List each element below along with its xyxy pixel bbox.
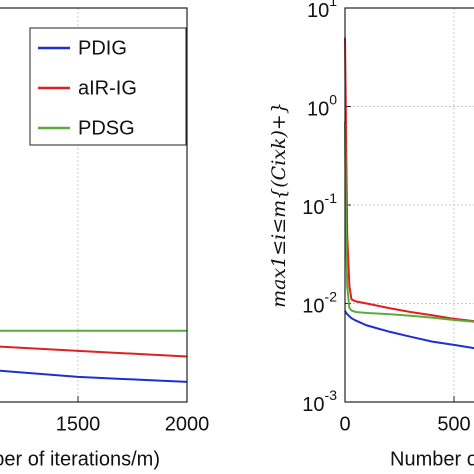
x-axis-label: Number of iterations/m) xyxy=(390,448,474,470)
legend-label: PDSG xyxy=(78,117,135,139)
y-tick-label: 10-1 xyxy=(302,190,337,220)
legend-label: aIR-IG xyxy=(78,77,137,99)
x-axis-label: Number of iterations/m) xyxy=(0,448,160,470)
y-tick-label: 10-2 xyxy=(302,288,337,318)
y-tick-base: 10 xyxy=(302,394,324,416)
y-tick-exponent: 1 xyxy=(329,0,337,9)
y-tick-exponent: 0 xyxy=(329,91,337,107)
y-tick-label: 101 xyxy=(307,0,337,22)
y-tick-exponent: -1 xyxy=(325,190,338,206)
y-tick-base: 10 xyxy=(307,0,329,22)
plot-frame xyxy=(0,7,188,403)
y-tick-label: 10-3 xyxy=(302,387,337,417)
legend-label: PDIG xyxy=(78,37,127,59)
y-tick-base: 10 xyxy=(307,99,329,121)
plot-frame xyxy=(344,7,474,403)
y-tick-base: 10 xyxy=(302,197,324,219)
series-line xyxy=(344,121,474,323)
series-line xyxy=(344,310,474,350)
y-tick-exponent: -3 xyxy=(325,387,338,403)
series-line xyxy=(0,369,188,383)
y-tick-label: 100 xyxy=(307,91,337,121)
x-tick-label: 1500 xyxy=(56,413,101,435)
y-tick-exponent: -2 xyxy=(325,288,338,304)
series-line xyxy=(344,37,474,323)
y-axis-label: max1≤i≤m{(Cixk)+} xyxy=(268,102,290,308)
series-line xyxy=(0,345,188,358)
x-tick-label: 0 xyxy=(339,413,350,435)
y-tick-base: 10 xyxy=(302,296,324,318)
x-tick-label: 2000 xyxy=(165,413,210,435)
x-tick-label: 500 xyxy=(437,413,470,435)
